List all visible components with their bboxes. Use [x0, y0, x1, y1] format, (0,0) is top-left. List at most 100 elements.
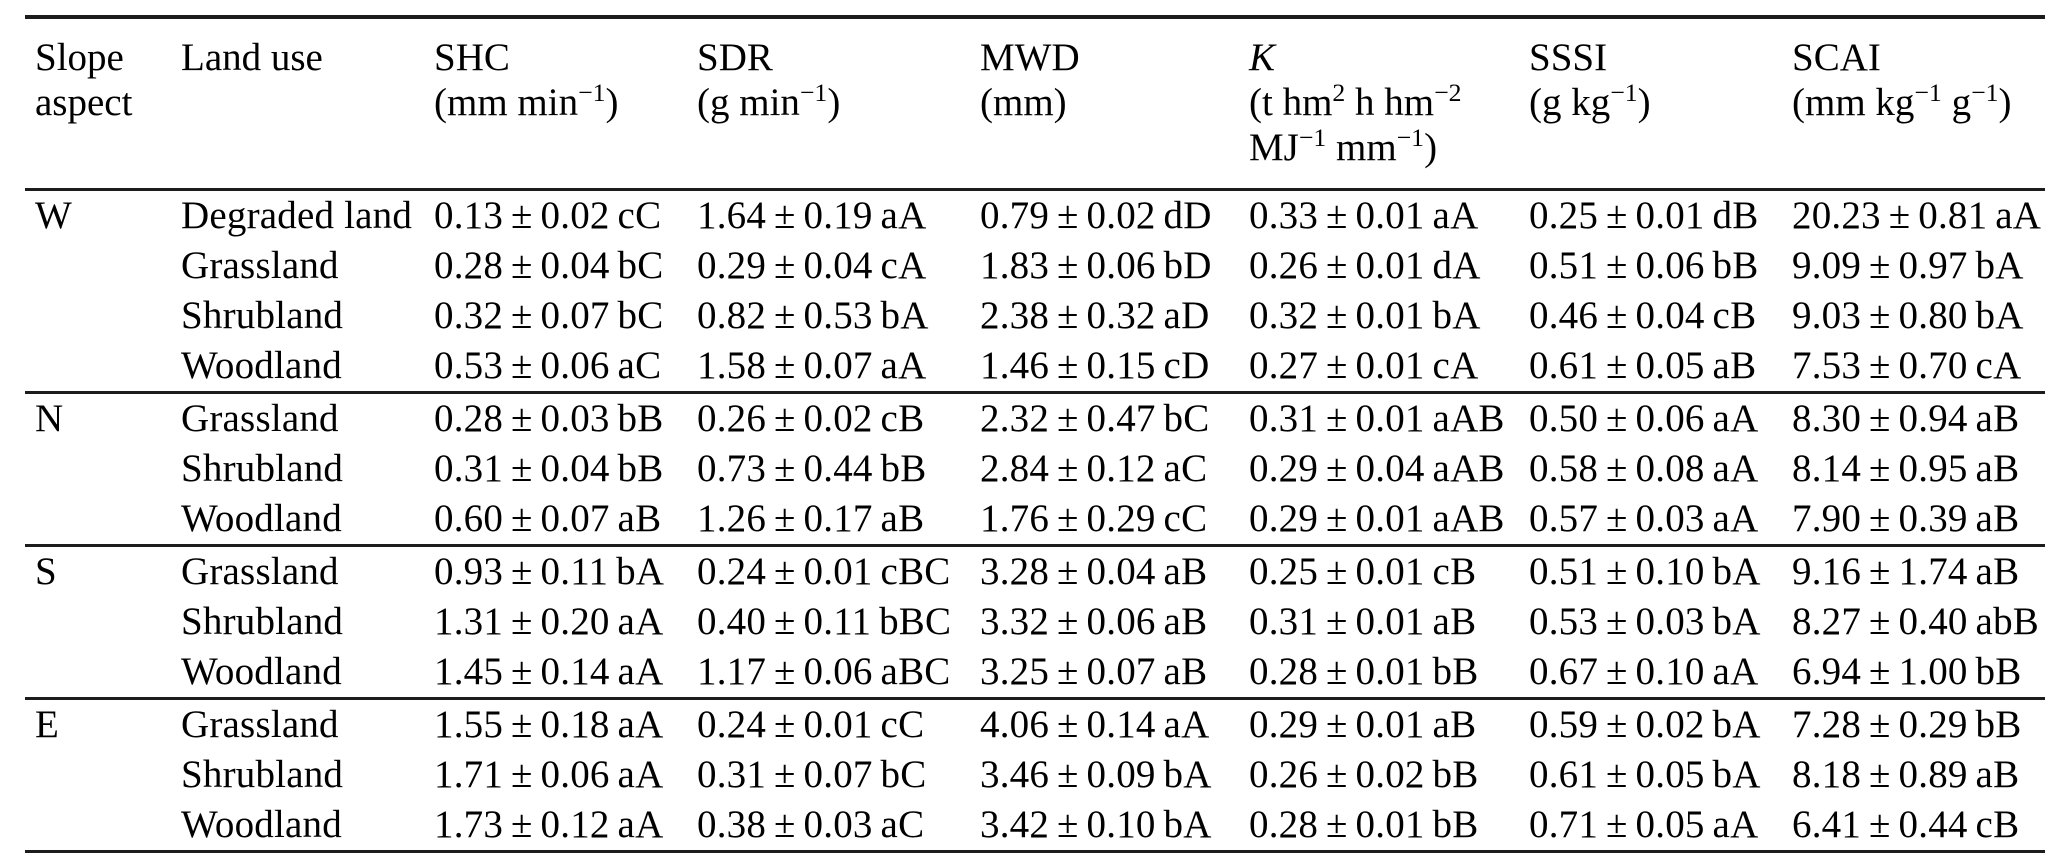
slope-aspect-cell	[25, 597, 171, 647]
column-header-sssi: SSSI (g kg−1)	[1519, 17, 1782, 190]
column-header-land-use: Land use	[171, 17, 424, 190]
table-row: Shrubland 0.31 ± 0.04 bB 0.73 ± 0.44 bB 2.8…	[25, 444, 2045, 494]
value-cell-scai: 8.27 ± 0.40 abB	[1792, 600, 2039, 643]
value-cell-k: 0.26 ± 0.02 bB	[1249, 753, 1479, 796]
column-unit: (mm kg−1 g−1)	[1792, 77, 2012, 124]
land-use-cell: Shrubland	[181, 600, 344, 643]
value-cell-shc: 0.13 ± 0.02 cC	[434, 194, 662, 237]
column-title: SHC	[434, 36, 510, 79]
value-cell-sssi: 0.71 ± 0.05 aA	[1529, 803, 1759, 846]
column-title: Slope	[35, 36, 124, 79]
slope-aspect-cell: E	[35, 703, 60, 746]
value-cell-scai: 7.53 ± 0.70 cA	[1792, 344, 2022, 387]
land-use-cell: Shrubland	[181, 753, 344, 796]
column-title: SDR	[697, 36, 773, 79]
value-cell-shc: 1.73 ± 0.12 aA	[434, 803, 664, 846]
value-cell-mwd: 0.79 ± 0.02 dD	[980, 194, 1212, 237]
slope-aspect-cell: W	[35, 194, 73, 237]
value-cell-sssi: 0.50 ± 0.06 aA	[1529, 397, 1759, 440]
land-use-cell: Grassland	[181, 244, 339, 287]
column-title: SCAI	[1792, 36, 1881, 79]
value-cell-scai: 9.03 ± 0.80 bA	[1792, 294, 2024, 337]
table-row: E Grassland 1.55 ± 0.18 aA 0.24 ± 0.01 cC 4.…	[25, 699, 2045, 751]
value-cell-shc: 0.53 ± 0.06 aC	[434, 344, 662, 387]
land-use-cell: Woodland	[181, 344, 342, 387]
value-cell-sssi: 0.58 ± 0.08 aA	[1529, 447, 1759, 490]
table-row: Woodland 0.60 ± 0.07 aB 1.26 ± 0.17 aB 1.76…	[25, 494, 2045, 546]
value-cell-scai: 8.14 ± 0.95 aB	[1792, 447, 2020, 490]
column-title: K	[1249, 36, 1276, 79]
slope-aspect-cell	[25, 494, 171, 546]
value-cell-k: 0.32 ± 0.01 bA	[1249, 294, 1481, 337]
value-cell-sssi: 0.53 ± 0.03 bA	[1529, 600, 1761, 643]
column-title: SSSI	[1529, 36, 1608, 79]
table-header: Slope aspect Land use SHC (mm min−1) SDR (g mi…	[25, 17, 2045, 190]
aspect-group-W: W Degraded land 0.13 ± 0.02 cC 1.64 ± 0.19 …	[25, 189, 2045, 393]
column-header-shc: SHC (mm min−1)	[424, 17, 687, 190]
slope-aspect-cell	[25, 291, 171, 341]
value-cell-sdr: 0.29 ± 0.04 cA	[697, 244, 927, 287]
table-row: Woodland 1.73 ± 0.12 aA 0.38 ± 0.03 aC 3.42…	[25, 800, 2045, 852]
column-unit: aspect	[35, 81, 133, 124]
slope-aspect-cell	[25, 750, 171, 800]
slope-aspect-cell	[25, 241, 171, 291]
value-cell-shc: 1.71 ± 0.06 aA	[434, 753, 664, 796]
column-unit: (mm)	[980, 81, 1067, 124]
value-cell-k: 0.25 ± 0.01 cB	[1249, 550, 1477, 593]
value-cell-mwd: 3.46 ± 0.09 bA	[980, 753, 1212, 796]
column-unit: (g min−1)	[697, 77, 841, 124]
value-cell-sssi: 0.51 ± 0.06 bB	[1529, 244, 1759, 287]
value-cell-k: 0.28 ± 0.01 bB	[1249, 650, 1479, 693]
value-cell-shc: 1.31 ± 0.20 aA	[434, 600, 664, 643]
value-cell-scai: 7.90 ± 0.39 aB	[1792, 497, 2020, 540]
value-cell-shc: 0.93 ± 0.11 bA	[434, 550, 665, 593]
value-cell-shc: 1.45 ± 0.14 aA	[434, 650, 664, 693]
land-use-cell: Shrubland	[181, 294, 344, 337]
value-cell-mwd: 1.46 ± 0.15 cD	[980, 344, 1210, 387]
column-unit: MJ−1 mm−1)	[1249, 122, 1438, 169]
value-cell-mwd: 2.32 ± 0.47 bC	[980, 397, 1210, 440]
value-cell-sdr: 1.17 ± 0.06 aBC	[697, 650, 951, 693]
header-row: Slope aspect Land use SHC (mm min−1) SDR (g mi…	[25, 17, 2045, 190]
table-row: W Degraded land 0.13 ± 0.02 cC 1.64 ± 0.19 …	[25, 190, 2045, 242]
value-cell-shc: 1.55 ± 0.18 aA	[434, 703, 664, 746]
column-header-mwd: MWD (mm)	[970, 17, 1239, 190]
value-cell-mwd: 2.84 ± 0.12 aC	[980, 447, 1208, 490]
land-use-cell: Grassland	[181, 550, 339, 593]
land-use-cell: Shrubland	[181, 447, 344, 490]
document-page: Slope aspect Land use SHC (mm min−1) SDR (g mi…	[25, 15, 2045, 853]
land-use-cell: Woodland	[181, 650, 342, 693]
column-unit: (g kg−1)	[1529, 77, 1651, 124]
value-cell-sssi: 0.57 ± 0.03 aA	[1529, 497, 1759, 540]
value-cell-sdr: 0.40 ± 0.11 bBC	[697, 600, 952, 643]
value-cell-scai: 8.30 ± 0.94 aB	[1792, 397, 2020, 440]
slope-aspect-cell: N	[35, 397, 64, 440]
value-cell-sssi: 0.46 ± 0.04 cB	[1529, 294, 1757, 337]
value-cell-mwd: 4.06 ± 0.14 aA	[980, 703, 1210, 746]
value-cell-sdr: 0.31 ± 0.07 bC	[697, 753, 927, 796]
value-cell-k: 0.29 ± 0.04 aAB	[1249, 447, 1505, 490]
value-cell-mwd: 3.28 ± 0.04 aB	[980, 550, 1208, 593]
value-cell-sdr: 0.73 ± 0.44 bB	[697, 447, 927, 490]
value-cell-sdr: 0.38 ± 0.03 aC	[697, 803, 925, 846]
value-cell-shc: 0.28 ± 0.03 bB	[434, 397, 664, 440]
table-row: S Grassland 0.93 ± 0.11 bA 0.24 ± 0.01 cBC 3…	[25, 546, 2045, 598]
slope-aspect-cell	[25, 800, 171, 852]
value-cell-scai: 6.94 ± 1.00 bB	[1792, 650, 2022, 693]
table-row: Shrubland 0.32 ± 0.07 bC 0.82 ± 0.53 bA 2.3…	[25, 291, 2045, 341]
table-row: Shrubland 1.31 ± 0.20 aA 0.40 ± 0.11 bBC 3.…	[25, 597, 2045, 647]
land-use-cell: Woodland	[181, 497, 342, 540]
value-cell-scai: 6.41 ± 0.44 cB	[1792, 803, 2020, 846]
aspect-group-N: N Grassland 0.28 ± 0.03 bB 0.26 ± 0.02 cB 2.…	[25, 392, 2045, 546]
aspect-group-S: S Grassland 0.93 ± 0.11 bA 0.24 ± 0.01 cBC 3…	[25, 545, 2045, 699]
value-cell-k: 0.29 ± 0.01 aAB	[1249, 497, 1505, 540]
value-cell-mwd: 2.38 ± 0.32 aD	[980, 294, 1210, 337]
value-cell-shc: 0.32 ± 0.07 bC	[434, 294, 664, 337]
value-cell-sssi: 0.25 ± 0.01 dB	[1529, 194, 1759, 237]
value-cell-sssi: 0.61 ± 0.05 bA	[1529, 753, 1761, 796]
slope-aspect-cell	[25, 647, 171, 699]
value-cell-sdr: 0.24 ± 0.01 cC	[697, 703, 925, 746]
column-header-scai: SCAI (mm kg−1 g−1)	[1782, 17, 2045, 190]
value-cell-shc: 0.28 ± 0.04 bC	[434, 244, 664, 287]
value-cell-mwd: 1.83 ± 0.06 bD	[980, 244, 1212, 287]
